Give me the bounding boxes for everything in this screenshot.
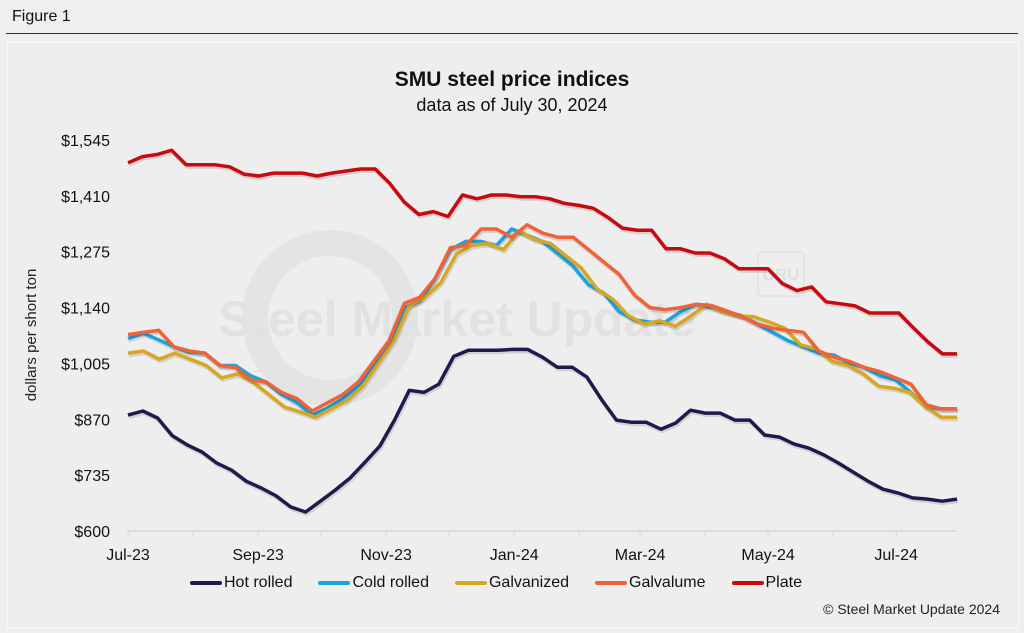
legend-label: Plate [765,574,802,591]
y-axis-label: dollars per short ton [23,269,40,402]
chart-subtitle: data as of July 30, 2024 [416,95,608,115]
series-line-galvalume [127,223,957,413]
x-tick-label: Jan-24 [490,547,539,564]
x-tick-label: Sep-23 [232,547,284,564]
legend-item-cold-rolled: Cold rolled [318,574,429,592]
watermark: Steel Market Update CRU [218,230,805,406]
x-tick-label: Jul-24 [874,547,918,564]
chart-title: SMU steel price indices [394,68,630,91]
legend-label: Galvalume [629,574,706,591]
series-line-plate [127,148,957,356]
x-tick-label: May-24 [741,547,794,564]
x-tick-label: Jul-23 [106,547,150,564]
y-axis: $600 $735 $870 $1,005 $1,140 $1,275 $1,410 $1,5… [61,133,110,541]
cru-badge-text: CRU [763,265,800,284]
legend-swatch [190,581,222,585]
y-tick-label: $600 [74,524,110,541]
y-tick-label: $1,545 [61,133,110,150]
legend-swatch [595,581,628,585]
x-tick-label: Nov-23 [360,547,412,564]
legend-label: Galvanized [488,574,570,591]
figure-label: Figure 1 [12,8,71,25]
y-tick-label: $1,410 [61,189,110,206]
y-tick-label: $1,140 [61,301,110,318]
copyright-text: © Steel Market Update 2024 [823,601,1000,617]
legend-swatch [454,581,487,585]
series-group [127,148,959,516]
x-axis: Jul-23 Sep-23 Nov-23 Jan-24 Mar-24 May-24 Jul-… [106,530,957,564]
legend-item-galvanized: Galvanized [454,574,570,592]
series-line-hot-rolled [127,347,958,514]
legend-item-galvalume: Galvalume [595,574,706,592]
y-tick-label: $735 [74,468,110,485]
watermark-text: Steel Market Update [218,291,696,347]
legend-item-plate: Plate [731,574,802,592]
y-tick-label: $1,275 [61,245,110,262]
legend-swatch [318,581,351,585]
legend-swatch [731,581,764,585]
y-tick-label: $870 [74,412,110,429]
figure-divider [6,33,1018,34]
legend-item-hot-rolled: Hot rolled [190,574,292,592]
legend-label: Cold rolled [352,574,429,591]
y-tick-label: $1,005 [61,356,110,373]
legend-label: Hot rolled [224,574,293,591]
legend: Hot rolled Cold rolled Galvanized Galvalume… [190,574,802,592]
cru-badge-icon [757,251,805,297]
x-tick-label: Mar-24 [615,547,666,564]
